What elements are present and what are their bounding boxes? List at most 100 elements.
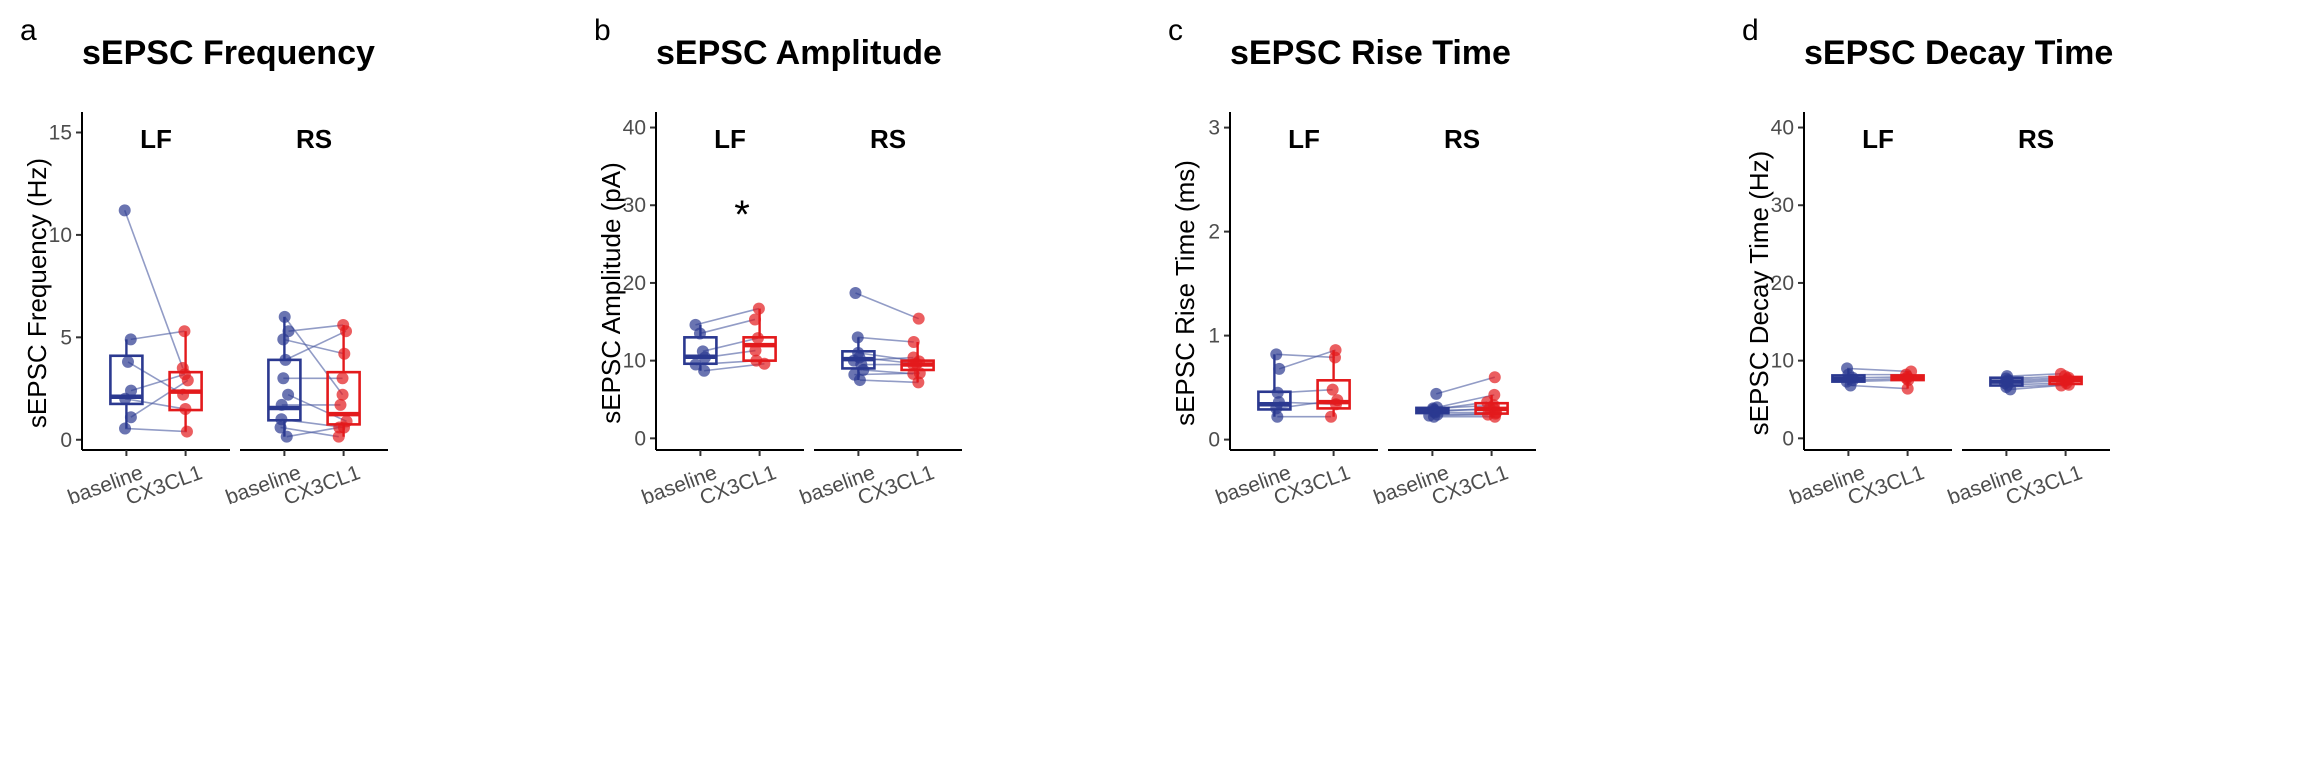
paired-line (857, 336, 914, 343)
point-cx3cl1 (340, 325, 353, 338)
panel-title: sEPSC Frequency (82, 34, 375, 72)
paired-line (2007, 373, 2061, 377)
paired-line (695, 307, 760, 326)
point-baseline (1427, 410, 1440, 423)
point-baseline (1271, 410, 1284, 423)
paired-line (285, 330, 347, 361)
paired-line (130, 330, 185, 341)
point-baseline (275, 398, 288, 411)
point-cx3cl1 (1488, 371, 1501, 384)
panel-c: c sEPSC Rise Time sEPSC Rise Time (ms) 0 1 2 3… (1168, 14, 1536, 510)
facet-strip-label: RS (296, 124, 332, 154)
y-tick-label: 10 (623, 350, 646, 373)
y-tick-label: 10 (49, 224, 72, 247)
y-axis-label: sEPSC Rise Time (ms) (1170, 160, 1200, 426)
point-cx3cl1 (749, 344, 762, 357)
point-cx3cl1 (336, 388, 349, 401)
point-baseline (857, 363, 870, 376)
significance-marker: * (734, 193, 750, 237)
point-baseline (2004, 383, 2017, 396)
point-baseline (277, 372, 290, 385)
y-tick-label: 3 (1208, 117, 1220, 140)
point-baseline (1844, 379, 1857, 392)
y-tick-label: 0 (1208, 429, 1220, 452)
facet-strip-label: RS (2018, 124, 2054, 154)
point-cx3cl1 (912, 376, 925, 389)
paired-line (130, 379, 189, 418)
paired-line (699, 318, 756, 335)
paired-line (702, 337, 759, 353)
facet-strip-label: LF (140, 124, 172, 154)
point-cx3cl1 (179, 403, 192, 416)
point-cx3cl1 (338, 347, 351, 360)
point-cx3cl1 (336, 372, 349, 385)
y-tick-label: 30 (623, 194, 646, 217)
point-baseline (851, 331, 864, 344)
point-baseline (1430, 387, 1443, 400)
point-baseline (277, 333, 290, 346)
panel-title: sEPSC Rise Time (1230, 34, 1511, 72)
paired-line (855, 292, 919, 320)
y-axis-label: sEPSC Amplitude (pA) (596, 162, 626, 424)
point-cx3cl1 (180, 425, 193, 438)
point-cx3cl1 (332, 430, 345, 443)
point-cx3cl1 (181, 374, 194, 387)
paired-line (288, 324, 344, 332)
paired-line (1847, 367, 1912, 373)
point-cx3cl1 (913, 367, 926, 380)
paired-line (124, 427, 187, 433)
point-cx3cl1 (1329, 344, 1342, 357)
y-axis-label: sEPSC Frequency (Hz) (22, 158, 52, 428)
facet-strip-label: RS (870, 124, 906, 154)
y-tick-label: 10 (1771, 350, 1794, 373)
point-baseline (1270, 348, 1283, 361)
y-tick-label: 0 (634, 427, 646, 450)
point-cx3cl1 (1325, 410, 1338, 423)
point-cx3cl1 (1902, 374, 1915, 387)
point-baseline (689, 358, 702, 371)
panel-d: d sEPSC Decay Time sEPSC Decay Time (Hz) 0 1… (1742, 14, 2113, 510)
facet-strip-label: RS (1444, 124, 1480, 154)
point-cx3cl1 (1901, 382, 1914, 395)
point-baseline (274, 421, 287, 434)
y-tick-label: 0 (1782, 427, 1794, 450)
point-baseline (282, 388, 295, 401)
facet-strip-label: LF (714, 124, 746, 154)
point-baseline (280, 430, 293, 443)
panel-letter: a (20, 14, 37, 47)
y-tick-label: 40 (623, 117, 646, 140)
point-cx3cl1 (1331, 394, 1344, 407)
y-tick-label: 0 (60, 429, 72, 452)
paired-line (1278, 349, 1336, 370)
point-baseline (124, 411, 137, 424)
point-baseline (119, 392, 132, 405)
facet-strip-label: LF (1862, 124, 1894, 154)
paired-line (287, 393, 347, 423)
paired-line (286, 426, 340, 438)
point-baseline (124, 333, 137, 346)
point-cx3cl1 (1326, 383, 1339, 396)
paired-line (1850, 384, 1908, 390)
y-axis-label: sEPSC Decay Time (Hz) (1744, 151, 1774, 436)
point-baseline (1273, 362, 1286, 375)
point-cx3cl1 (177, 388, 190, 401)
panel-letter: d (1742, 14, 1759, 47)
panel-letter: b (594, 14, 611, 47)
point-cx3cl1 (334, 398, 347, 411)
point-cx3cl1 (907, 358, 920, 371)
point-baseline (121, 355, 134, 368)
panel-letter: c (1168, 14, 1183, 47)
y-tick-label: 30 (1771, 194, 1794, 217)
point-baseline (278, 310, 291, 323)
paired-line (125, 397, 186, 410)
point-cx3cl1 (1488, 410, 1501, 423)
